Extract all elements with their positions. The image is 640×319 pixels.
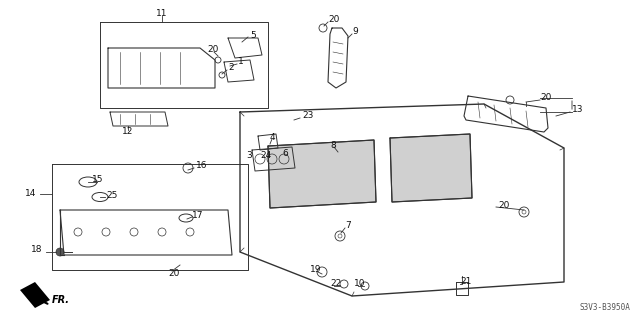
Text: 24: 24 <box>260 152 271 160</box>
Text: 25: 25 <box>106 191 117 201</box>
Text: 20: 20 <box>540 93 552 102</box>
Text: 20: 20 <box>328 16 339 25</box>
Text: 18: 18 <box>31 246 42 255</box>
Text: 3: 3 <box>246 152 252 160</box>
Text: 2: 2 <box>228 63 234 72</box>
Text: 9: 9 <box>352 27 358 36</box>
Text: 12: 12 <box>122 128 134 137</box>
Text: FR.: FR. <box>52 295 70 305</box>
Text: 7: 7 <box>345 221 351 231</box>
Text: 6: 6 <box>282 149 288 158</box>
Circle shape <box>56 248 64 256</box>
Polygon shape <box>20 282 50 308</box>
Text: 16: 16 <box>196 161 207 170</box>
Text: 17: 17 <box>192 211 204 219</box>
Text: 14: 14 <box>24 189 36 198</box>
Text: 21: 21 <box>460 278 472 286</box>
Text: 19: 19 <box>310 265 321 275</box>
Text: 20: 20 <box>498 201 509 210</box>
Text: 5: 5 <box>250 31 256 40</box>
Text: S3V3-B3950A: S3V3-B3950A <box>579 303 630 312</box>
Text: 20: 20 <box>207 46 218 55</box>
Text: 4: 4 <box>270 132 276 142</box>
Text: 23: 23 <box>302 112 314 121</box>
Text: 1: 1 <box>238 57 244 66</box>
Text: 15: 15 <box>92 175 104 184</box>
Text: 8: 8 <box>330 140 336 150</box>
Text: 11: 11 <box>156 10 168 19</box>
Text: 20: 20 <box>168 269 179 278</box>
Circle shape <box>522 210 526 214</box>
Polygon shape <box>268 140 376 208</box>
Text: 10: 10 <box>354 279 365 288</box>
Text: 22: 22 <box>330 279 341 288</box>
Text: 13: 13 <box>572 106 584 115</box>
Circle shape <box>338 234 342 238</box>
Polygon shape <box>390 134 472 202</box>
